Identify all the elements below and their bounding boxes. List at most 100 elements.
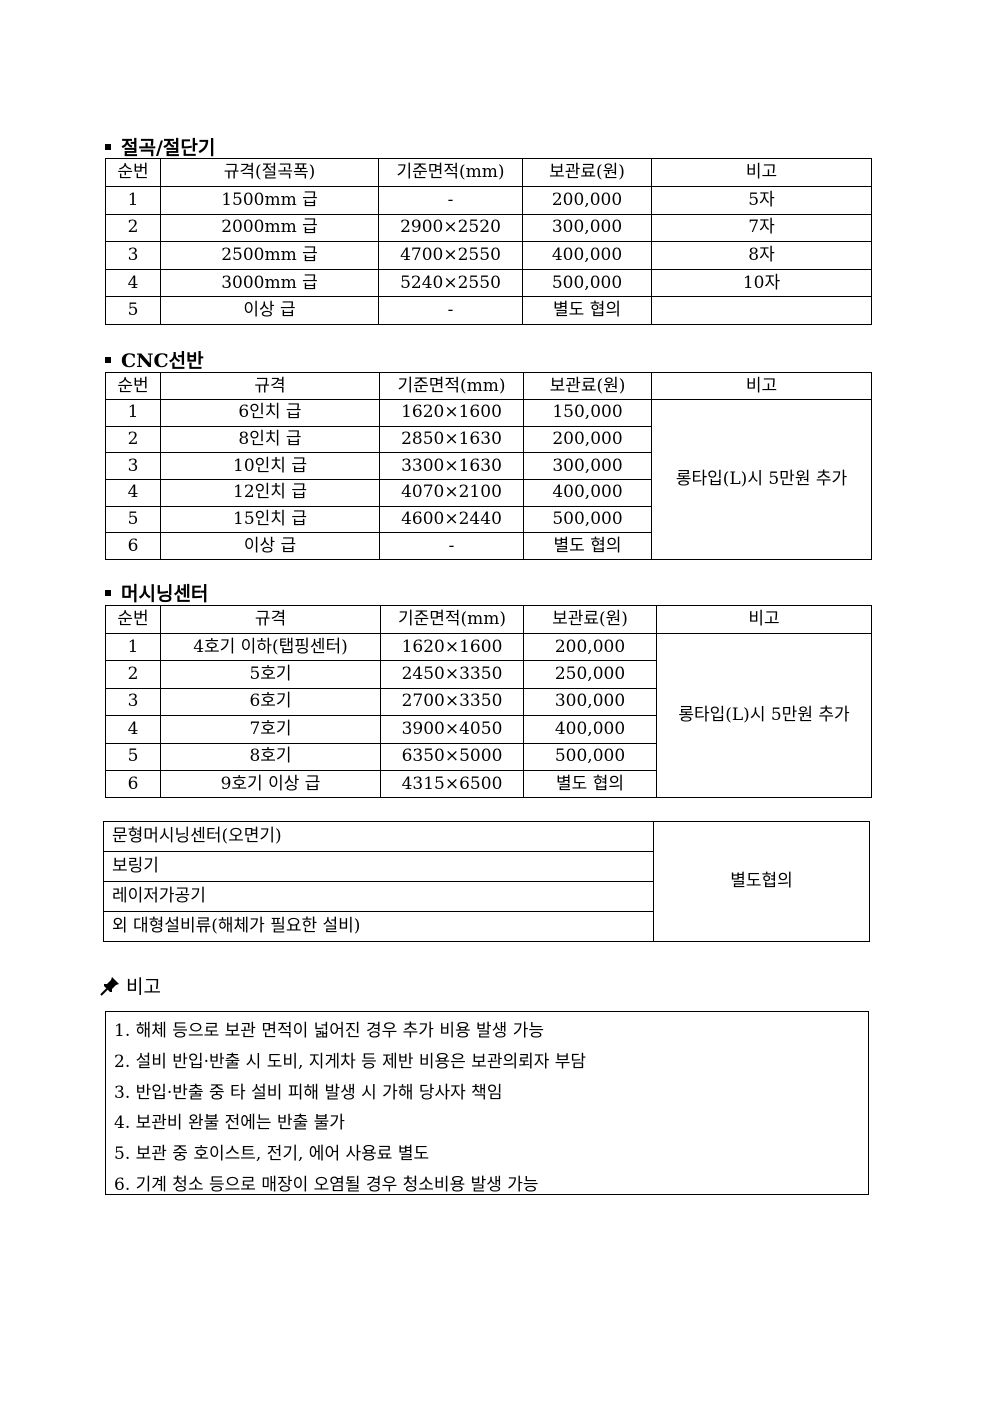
- table-cell: 3: [105, 452, 161, 481]
- table-row: 4 12인치 급 4070×2100 400,000: [105, 479, 872, 507]
- table-cell: 1620×1600: [380, 632, 524, 662]
- table-cell: 300,000: [523, 452, 652, 481]
- table-row: 1 1500mm 급 -200,000 5자: [105, 186, 872, 215]
- table-cell: 4: [105, 268, 161, 298]
- table-row: 3 2500mm 급 4700×2550 400,000 8자: [105, 241, 872, 270]
- table-cell: [651, 296, 872, 325]
- table-cell: -: [378, 186, 523, 215]
- column-header: 보관료(원): [522, 158, 652, 187]
- merged-note-cell: 롱타입(L)시 5만원 추가: [656, 632, 872, 799]
- table-cell: 6호기: [160, 687, 381, 717]
- table-row: 외 대형설비류(해체가 필요한 설비): [103, 911, 870, 942]
- column-header: 순번: [105, 605, 161, 634]
- table-cell: 5호기: [160, 660, 381, 689]
- table-cell: 15인치 급: [160, 505, 380, 534]
- table-cell: 이상 급: [160, 296, 379, 325]
- section-title-text: 머시닝센터: [121, 583, 209, 605]
- table-cell: 4: [105, 715, 161, 744]
- equipment-item: 문형머시닝센터(오면기): [103, 821, 654, 852]
- column-header: 규격(절곡폭): [160, 158, 379, 187]
- table-cell: 5: [105, 505, 161, 534]
- table-cell: 2: [105, 213, 161, 243]
- table-row: 5 이상 급 - 별도 협의: [105, 296, 872, 325]
- table-cell: 4600×2440: [379, 505, 524, 534]
- table-cell: 별도 협의: [522, 296, 652, 325]
- notes-title: 비고: [126, 976, 162, 998]
- cnc-lathe-table: 순번 규격 기준면적(mm) 보관료(원) 비고 1 6인치 급 1620×1600 150,0…: [105, 372, 872, 561]
- table-cell: 2: [105, 425, 161, 454]
- table-row: 문형머시닝센터(오면기) 별도협의: [103, 821, 870, 942]
- table-cell: 2700×3350: [380, 687, 524, 717]
- column-header: 보관료(원): [523, 372, 652, 400]
- column-header: 보관료(원): [523, 605, 657, 634]
- table-cell: 6인치 급: [160, 399, 380, 427]
- note-item: 1. 해체 등으로 보관 면적이 넓어진 경우 추가 비용 발생 가능: [114, 1021, 544, 1041]
- table-cell: 150,000: [523, 399, 652, 427]
- table-cell: 400,000: [523, 479, 652, 507]
- table-cell: 10자: [651, 268, 872, 298]
- table-cell: 3300×1630: [379, 452, 524, 481]
- other-equipment-table: 문형머시닝센터(오면기) 별도협의 보링기 레이저가공기 외 대형설비류(해체가 …: [103, 821, 870, 942]
- section-title-machining-center: 머시닝센터: [105, 579, 208, 606]
- table-cell: 4315×6500: [380, 769, 524, 799]
- table-cell: 250,000: [523, 660, 657, 689]
- table-cell: 300,000: [523, 687, 657, 717]
- table-cell: 1: [105, 632, 161, 662]
- table-row: 6 이상 급 - 별도 협의: [105, 532, 872, 561]
- table-cell: 400,000: [523, 715, 657, 744]
- column-header: 비고: [651, 372, 872, 400]
- equipment-item: 외 대형설비류(해체가 필요한 설비): [103, 911, 654, 942]
- table-cell: 10인치 급: [160, 452, 380, 481]
- table-row: 4 3000mm 급 5240×2550 500,000 10자: [105, 268, 872, 298]
- equipment-item: 레이저가공기: [103, 881, 654, 912]
- column-header: 순번: [105, 372, 161, 400]
- table-row: 2 2000mm 급 2900×2520 300,000 7자: [105, 213, 872, 243]
- table-cell: 5240×2550: [378, 268, 523, 298]
- table-cell: 3000mm 급: [160, 268, 379, 298]
- table-cell: 2900×2520: [378, 213, 523, 243]
- table-cell: 1: [105, 186, 161, 215]
- table-cell: 2500mm 급: [160, 241, 379, 270]
- column-header: 규격: [160, 605, 381, 634]
- machining-center-table: 순번 규격 기준면적(mm) 보관료(원) 비고 1 4호기 이하(탭핑센터) 1620×16…: [105, 605, 872, 799]
- column-header: 순번: [105, 158, 161, 187]
- square-bullet-icon: [105, 590, 111, 596]
- table-cell: 1: [105, 399, 161, 427]
- table-cell: 별도 협의: [523, 769, 657, 799]
- column-header: 규격: [160, 372, 380, 400]
- square-bullet-icon: [105, 357, 111, 363]
- table-cell: -: [378, 296, 523, 325]
- table-cell: 12인치 급: [160, 479, 380, 507]
- table-cell: 8자: [651, 241, 872, 270]
- table-row: 1 4호기 이하(탭핑센터) 1620×1600 200,000 롱타입(L)시 5만원…: [105, 632, 872, 799]
- table-cell: 5: [105, 296, 161, 325]
- header-row: 순번 규격(절곡폭) 기준면적(mm) 보관료(원) 비고: [105, 158, 872, 187]
- table-cell: 3900×4050: [380, 715, 524, 744]
- table-cell: 4: [105, 479, 161, 507]
- table-cell: 500,000: [523, 742, 657, 771]
- table-cell: 2450×3350: [380, 660, 524, 689]
- section-title-bending: 절곡/절단기: [105, 133, 215, 160]
- table-cell: 2000mm 급: [160, 213, 379, 243]
- table-cell: 8인치 급: [160, 425, 380, 454]
- merged-note-cell: 롱타입(L)시 5만원 추가: [651, 398, 872, 561]
- table-row: 1 6인치 급 1620×1600 150,000 롱타입(L)시 5만원 추가: [105, 398, 872, 561]
- column-header: 기준면적(mm): [380, 605, 524, 634]
- table-cell: 이상 급: [160, 532, 380, 561]
- table-row: 4 7호기 3900×4050 400,000: [105, 715, 872, 744]
- table-cell: 3: [105, 241, 161, 270]
- table-cell: 200,000: [523, 425, 652, 454]
- table-row: 6 9호기 이상 급 4315×6500 별도 협의: [105, 769, 872, 799]
- section-title-cnc-lathe: CNC선반: [105, 346, 204, 373]
- table-cell: 3: [105, 687, 161, 717]
- column-header: 기준면적(mm): [379, 372, 524, 400]
- header-row: 순번 규격 기준면적(mm) 보관료(원) 비고: [105, 605, 872, 634]
- equipment-note: 별도협의: [653, 821, 870, 942]
- table-cell: 7호기: [160, 715, 381, 744]
- table-cell: 8호기: [160, 742, 381, 771]
- pushpin-icon: [100, 977, 119, 996]
- table-cell: 4700×2550: [378, 241, 523, 270]
- table-cell: 500,000: [523, 505, 652, 534]
- table-cell: 6: [105, 532, 161, 561]
- table-cell: 5: [105, 742, 161, 771]
